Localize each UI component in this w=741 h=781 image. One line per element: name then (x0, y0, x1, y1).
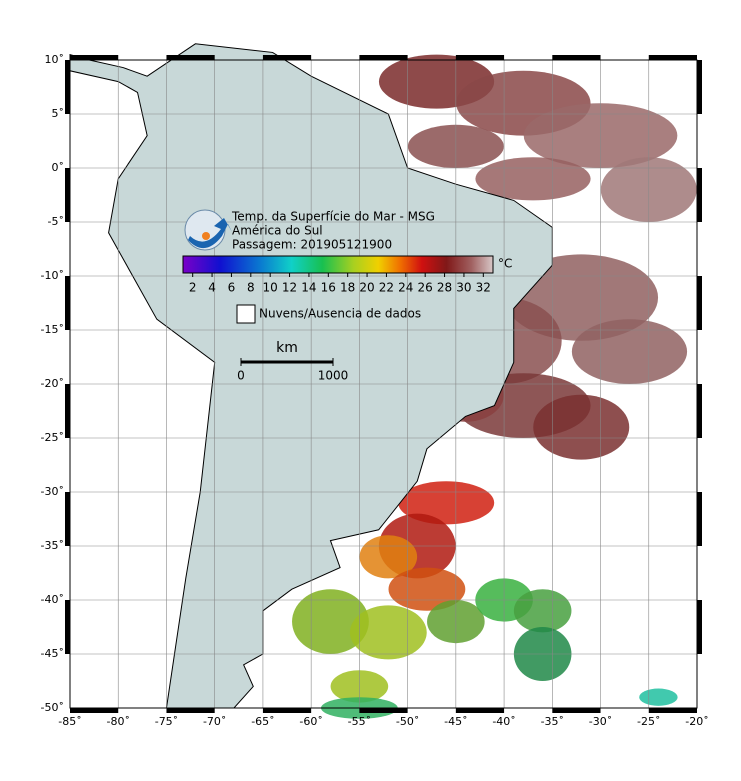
title-line: América do Sul (232, 224, 323, 238)
lat-tick-label: 0˚ (52, 161, 65, 174)
frame-segment (455, 708, 505, 713)
lat-tick-label: -30˚ (41, 485, 64, 498)
lon-tick-label: -25˚ (637, 715, 660, 728)
frame-segment (65, 60, 70, 114)
lat-tick-label: -5˚ (48, 215, 64, 228)
frame-segment (262, 55, 312, 60)
colorbar-tick-label: 16 (321, 281, 336, 295)
frame-segment (697, 276, 702, 330)
colorbar-tick-label: 28 (437, 281, 452, 295)
frame-segment (697, 384, 702, 438)
legend-swatch (236, 304, 256, 324)
frame-segment (65, 600, 70, 654)
colorbar-tick-label: 22 (379, 281, 394, 295)
lat-tick-label: -45˚ (41, 647, 64, 660)
colorbar-tick-label: 6 (228, 281, 236, 295)
colorbar-tick-label: 30 (456, 281, 471, 295)
frame-segment (552, 708, 601, 713)
colorbar-tick-label: 2 (189, 281, 197, 295)
labels: -85˚ -80˚ -75˚ -70˚ -65˚ -60˚ -55˚ -50˚ -45˚ -40˚… (41, 53, 709, 728)
frame-segment (552, 55, 601, 60)
lon-tick-label: -50˚ (396, 715, 419, 728)
sst-patch (533, 394, 630, 460)
lon-tick-label: -40˚ (492, 715, 515, 728)
lon-tick-label: -30˚ (589, 715, 612, 728)
frame-segment (166, 708, 215, 713)
scale-unit: km (276, 340, 298, 356)
lat-tick-label: -40˚ (41, 593, 64, 606)
lat-tick-label: -20˚ (41, 377, 64, 390)
lat-tick-label: -25˚ (41, 431, 64, 444)
sst-patch (513, 589, 572, 633)
colorbar-tick-label: 18 (340, 281, 355, 295)
frame-segment (455, 55, 505, 60)
frame-segment (65, 492, 70, 546)
colorbar-tick-label: 32 (476, 281, 491, 295)
frame-segment (697, 492, 702, 546)
colorbar-tick-label: 10 (263, 281, 278, 295)
colorbar (182, 255, 494, 274)
title-line: Passagem: 201905121900 (232, 238, 392, 252)
frame-segment (166, 55, 215, 60)
lon-tick-label: -35˚ (541, 715, 564, 728)
colorbar-unit: °C (498, 257, 512, 271)
lon-tick-label: -65˚ (251, 715, 274, 728)
frame-segment (648, 708, 697, 713)
lon-tick-label: -20˚ (685, 715, 708, 728)
sst-patch (571, 319, 688, 384)
scale-tick-label: 1000 (318, 369, 349, 383)
lat-tick-label: -15˚ (41, 323, 64, 336)
lat-tick-label: -35˚ (41, 539, 64, 552)
logo (184, 209, 232, 251)
frame-segment (359, 55, 408, 60)
lon-tick-label: -75˚ (155, 715, 178, 728)
frame-segment (697, 600, 702, 654)
lat-tick-label: -10˚ (41, 269, 64, 282)
lon-tick-label: -80˚ (106, 715, 129, 728)
colorbar-tick-label: 20 (359, 281, 374, 295)
colorbar-tick-label: 26 (418, 281, 433, 295)
frame-segment (359, 708, 408, 713)
colorbar-tick-label: 24 (398, 281, 413, 295)
frame-segment (70, 55, 119, 60)
title-line: Temp. da Superfície do Mar - MSG (231, 210, 435, 224)
lon-tick-label: -70˚ (203, 715, 226, 728)
frame (65, 55, 702, 713)
lat-tick-label: -50˚ (41, 701, 64, 714)
colorbar-tick-label: 8 (247, 281, 255, 295)
colorbar-tick-label: 4 (208, 281, 216, 295)
lat-tick-label: 5˚ (52, 107, 65, 120)
frame-segment (648, 55, 697, 60)
colorbar-tick-label: 14 (301, 281, 316, 295)
colorbar-tick-label: 12 (282, 281, 297, 295)
frame-segment (65, 276, 70, 330)
lon-tick-label: -60˚ (299, 715, 322, 728)
lon-tick-label: -55˚ (348, 715, 371, 728)
frame-segment (697, 168, 702, 222)
sst-patch (349, 605, 427, 660)
lon-tick-label: -85˚ (58, 715, 81, 728)
lon-tick-label: -45˚ (444, 715, 467, 728)
legend-label: Nuvens/Ausencia de dados (259, 307, 421, 321)
frame-segment (697, 60, 702, 114)
frame-segment (65, 168, 70, 222)
lat-tick-label: 10˚ (45, 53, 65, 66)
frame-segment (262, 708, 312, 713)
frame-segment (65, 384, 70, 438)
sst-patch (475, 157, 591, 201)
scale-tick-label: 0 (237, 369, 245, 383)
sst-patch (639, 688, 678, 706)
frame-segment (70, 708, 119, 713)
